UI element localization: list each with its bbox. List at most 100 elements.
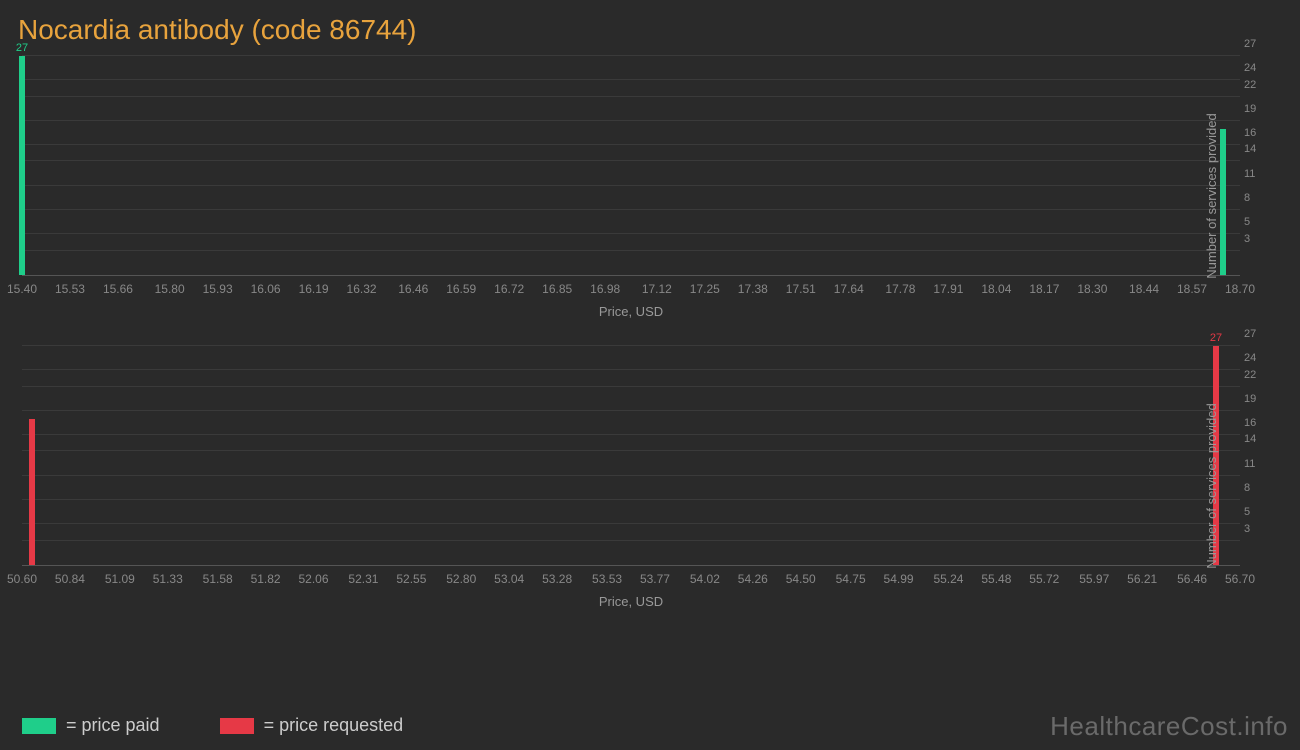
plot-area: 3581114161922242727	[22, 56, 1240, 276]
watermark: HealthcareCost.info	[1050, 711, 1288, 742]
x-tick-label: 18.17	[1029, 282, 1059, 296]
y-tick-label: 11	[1244, 168, 1268, 180]
x-tick-label: 17.64	[834, 282, 864, 296]
gridline	[22, 55, 1240, 56]
x-tick-label: 15.40	[7, 282, 37, 296]
bar-value-label: 27	[16, 42, 28, 54]
y-tick-label: 8	[1244, 482, 1268, 494]
legend-item-requested: = price requested	[220, 715, 404, 736]
x-tick-label: 17.25	[690, 282, 720, 296]
x-tick-label: 18.57	[1177, 282, 1207, 296]
gridline	[22, 386, 1240, 387]
gridline	[22, 96, 1240, 97]
x-tick-label: 16.19	[299, 282, 329, 296]
y-tick-label: 24	[1244, 352, 1268, 364]
x-tick-label: 15.66	[103, 282, 133, 296]
x-tick-label: 16.32	[347, 282, 377, 296]
gridline	[22, 144, 1240, 145]
x-tick-label: 50.60	[7, 572, 37, 586]
x-tick-label: 54.75	[836, 572, 866, 586]
x-tick-label: 18.30	[1077, 282, 1107, 296]
legend-item-paid: = price paid	[22, 715, 160, 736]
gridline	[22, 160, 1240, 161]
y-tick-label: 5	[1244, 506, 1268, 518]
legend-label: = price requested	[264, 715, 404, 736]
x-tick-label: 53.04	[494, 572, 524, 586]
y-tick-label: 11	[1244, 458, 1268, 470]
y-tick-label: 27	[1244, 38, 1268, 50]
gridline	[22, 120, 1240, 121]
x-tick-label: 53.77	[640, 572, 670, 586]
gridline	[22, 410, 1240, 411]
y-axis-label: Number of services provided	[1204, 113, 1219, 278]
y-tick-label: 3	[1244, 233, 1268, 245]
x-tick-label: 51.33	[153, 572, 183, 586]
chart-price-requested: 3581114161922242727 50.6050.8451.0951.33…	[22, 346, 1240, 626]
x-tick-label: 56.46	[1177, 572, 1207, 586]
gridline	[22, 523, 1240, 524]
x-tick-label: 15.80	[155, 282, 185, 296]
gridline	[22, 233, 1240, 234]
x-tick-label: 18.70	[1225, 282, 1255, 296]
x-ticks: 15.4015.5315.6615.8015.9316.0616.1916.32…	[22, 282, 1240, 300]
x-tick-label: 54.50	[786, 572, 816, 586]
gridline	[22, 475, 1240, 476]
x-tick-label: 54.99	[884, 572, 914, 586]
y-tick-label: 14	[1244, 433, 1268, 445]
x-tick-label: 16.59	[446, 282, 476, 296]
x-tick-label: 15.53	[55, 282, 85, 296]
gridline	[22, 499, 1240, 500]
x-tick-label: 52.55	[396, 572, 426, 586]
x-tick-label: 56.70	[1225, 572, 1255, 586]
y-tick-label: 24	[1244, 62, 1268, 74]
y-tick-label: 16	[1244, 127, 1268, 139]
x-tick-label: 55.72	[1029, 572, 1059, 586]
y-tick-label: 16	[1244, 417, 1268, 429]
x-tick-label: 51.09	[105, 572, 135, 586]
gridline	[22, 250, 1240, 251]
x-tick-label: 55.24	[933, 572, 963, 586]
y-tick-label: 19	[1244, 103, 1268, 115]
bar	[29, 419, 35, 565]
legend-swatch-paid	[22, 718, 56, 734]
x-tick-label: 18.04	[981, 282, 1011, 296]
x-tick-label: 55.97	[1079, 572, 1109, 586]
x-tick-label: 18.44	[1129, 282, 1159, 296]
y-tick-label: 19	[1244, 393, 1268, 405]
gridline	[22, 434, 1240, 435]
x-tick-label: 17.12	[642, 282, 672, 296]
x-ticks: 50.6050.8451.0951.3351.5851.8252.0652.31…	[22, 572, 1240, 590]
legend: = price paid = price requested	[22, 715, 403, 736]
bar: 27	[19, 56, 25, 275]
legend-swatch-requested	[220, 718, 254, 734]
y-tick-label: 5	[1244, 216, 1268, 228]
x-tick-label: 16.46	[398, 282, 428, 296]
y-tick-label: 8	[1244, 192, 1268, 204]
plot-area: 3581114161922242727	[22, 346, 1240, 566]
gridline	[22, 345, 1240, 346]
x-tick-label: 56.21	[1127, 572, 1157, 586]
x-tick-label: 16.98	[590, 282, 620, 296]
x-tick-label: 52.31	[348, 572, 378, 586]
x-tick-label: 51.82	[251, 572, 281, 586]
x-axis-label: Price, USD	[22, 304, 1240, 319]
y-tick-label: 27	[1244, 328, 1268, 340]
x-tick-label: 17.91	[933, 282, 963, 296]
x-tick-label: 16.06	[251, 282, 281, 296]
y-axis-label: Number of services provided	[1204, 403, 1219, 568]
gridline	[22, 185, 1240, 186]
x-tick-label: 17.51	[786, 282, 816, 296]
x-tick-label: 16.85	[542, 282, 572, 296]
gridline	[22, 540, 1240, 541]
x-tick-label: 15.93	[203, 282, 233, 296]
y-tick-label: 14	[1244, 143, 1268, 155]
gridline	[22, 450, 1240, 451]
x-tick-label: 53.53	[592, 572, 622, 586]
x-tick-label: 54.26	[738, 572, 768, 586]
x-tick-label: 55.48	[981, 572, 1011, 586]
x-tick-label: 50.84	[55, 572, 85, 586]
gridline	[22, 209, 1240, 210]
y-tick-label: 22	[1244, 369, 1268, 381]
chart-price-paid: 3581114161922242727 15.4015.5315.6615.80…	[22, 56, 1240, 336]
x-axis-label: Price, USD	[22, 594, 1240, 609]
